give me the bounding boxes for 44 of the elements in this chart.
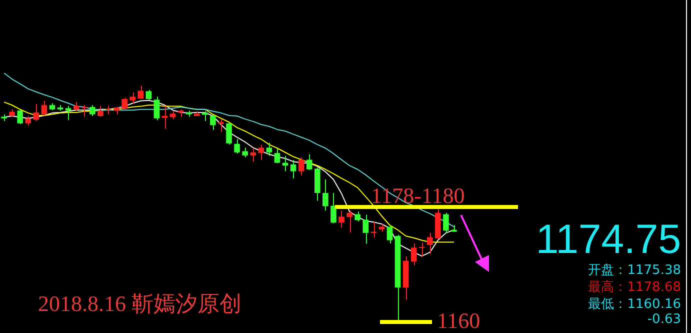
candlestick (354, 211, 360, 222)
candlestick (218, 118, 224, 132)
annotation: 2018.8.16 靳嫣汐原创 (38, 290, 242, 318)
candlestick (266, 142, 272, 156)
candlestick (330, 192, 336, 224)
candlestick (122, 97, 128, 110)
text: 1174.75 (536, 216, 681, 263)
candlestick (90, 104, 96, 116)
candlestick (298, 156, 304, 176)
candlestick (226, 122, 232, 146)
candlestick (33, 103, 40, 122)
candlestick (202, 110, 208, 122)
candlestick (17, 110, 23, 125)
candlestick (41, 100, 48, 116)
candlestick (234, 138, 240, 154)
candlestick (290, 160, 296, 179)
candlestick (154, 96, 160, 121)
candlestick (362, 214, 368, 244)
candlestick (25, 115, 32, 126)
candlestick (338, 210, 344, 228)
candlestick (250, 148, 256, 162)
candlestick (162, 105, 168, 130)
candlestick (346, 210, 352, 233)
candlestick (443, 212, 449, 234)
candlestick (322, 179, 328, 211)
candlestick (410, 242, 417, 266)
candlestick (242, 147, 248, 158)
text: 最低：1160.16 (588, 296, 681, 313)
candlestick (386, 224, 393, 244)
candlestick (210, 114, 216, 130)
candlestick (418, 242, 425, 258)
candlestick (146, 90, 152, 100)
candlestick (138, 85, 144, 100)
candlestick (65, 105, 72, 121)
text: 最高：1178.68 (588, 279, 681, 296)
candlestick (258, 144, 264, 161)
candlestick (426, 232, 433, 254)
candlestick (98, 105, 104, 118)
annotation: 1160 (437, 308, 480, 333)
text: -0.63 (647, 312, 681, 327)
candlestick (274, 148, 280, 164)
text: 开盘：1175.38 (588, 262, 681, 279)
candlestick (306, 154, 312, 170)
candlestick (130, 92, 136, 104)
